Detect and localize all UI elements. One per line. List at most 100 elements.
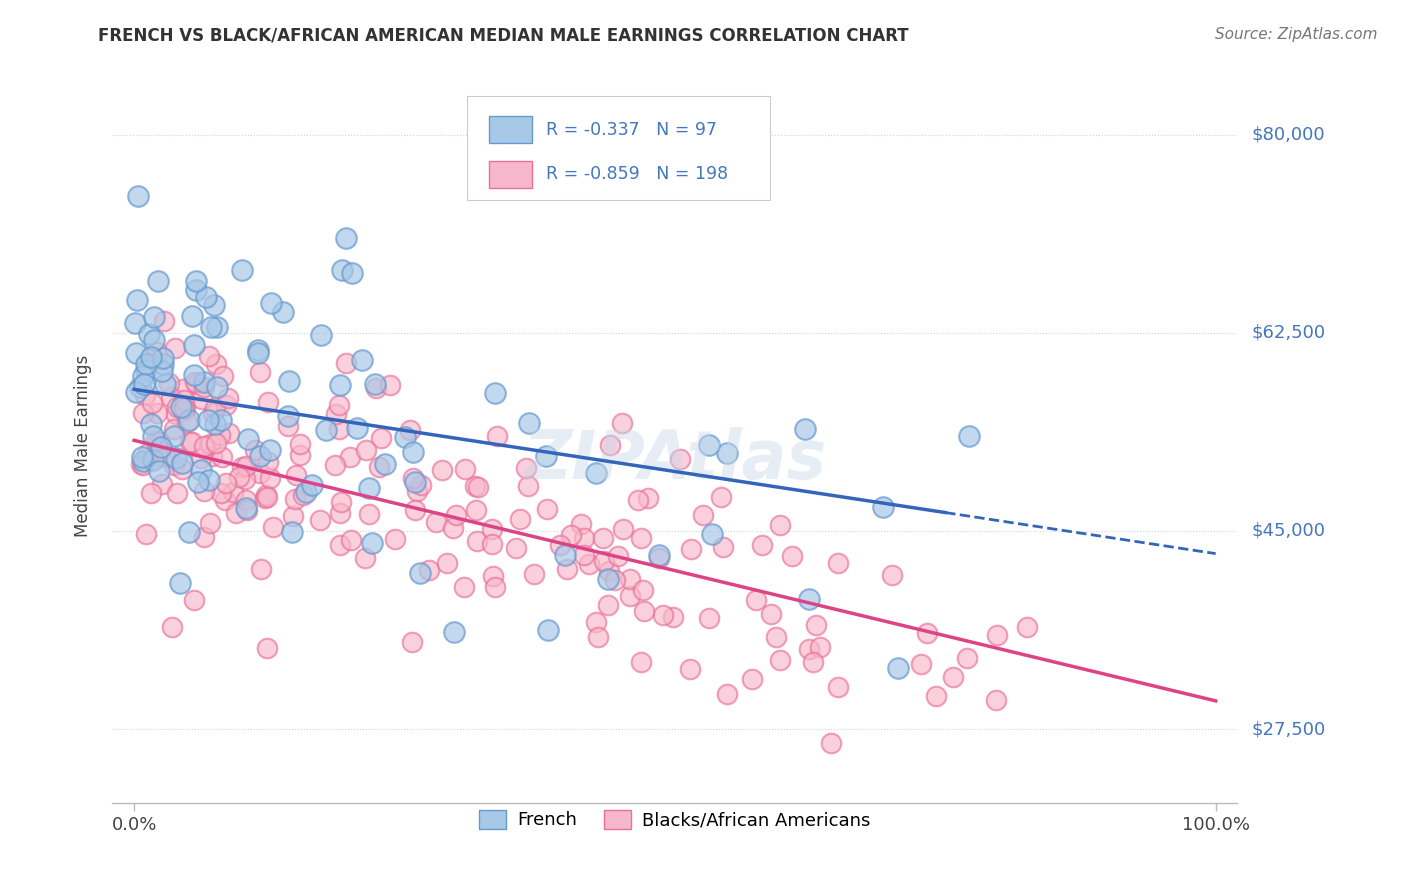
Point <box>142 334 165 348</box>
Point <box>256 395 278 409</box>
Point <box>957 429 980 443</box>
Point <box>173 401 195 415</box>
Point <box>453 580 475 594</box>
Point <box>247 343 270 357</box>
Point <box>797 591 820 606</box>
Point <box>404 503 426 517</box>
Point <box>186 377 208 392</box>
Point <box>259 442 281 457</box>
Point <box>138 326 160 341</box>
Point <box>517 479 540 493</box>
Point <box>283 509 305 524</box>
Point <box>697 611 720 625</box>
Point <box>260 295 283 310</box>
Point <box>418 563 440 577</box>
Text: R = -0.859   N = 198: R = -0.859 N = 198 <box>546 165 728 183</box>
Point <box>592 531 614 545</box>
Point <box>484 581 506 595</box>
Point <box>142 429 165 443</box>
Text: $80,000: $80,000 <box>1251 126 1324 144</box>
Point <box>394 430 416 444</box>
Point <box>572 532 595 546</box>
Point <box>408 566 430 580</box>
Point <box>163 458 186 472</box>
Point <box>637 491 659 505</box>
Point <box>681 542 703 557</box>
Point <box>135 363 157 377</box>
Point <box>208 427 231 442</box>
Point <box>204 357 226 371</box>
Point <box>172 382 194 396</box>
Point <box>190 463 212 477</box>
Point <box>399 423 422 437</box>
Point <box>259 470 281 484</box>
Point <box>135 526 157 541</box>
Text: $62,500: $62,500 <box>1251 324 1326 342</box>
Point <box>793 421 815 435</box>
Point <box>780 549 803 564</box>
Point <box>173 401 195 416</box>
Point <box>554 548 576 562</box>
Point <box>368 459 391 474</box>
Point <box>536 501 558 516</box>
Point <box>193 484 215 499</box>
Point <box>984 693 1007 707</box>
Point <box>669 452 692 467</box>
Point <box>606 549 628 563</box>
Point <box>132 453 155 467</box>
Point <box>135 357 157 371</box>
Point <box>153 314 176 328</box>
Point <box>605 573 627 587</box>
Point <box>700 527 723 541</box>
Point <box>651 607 673 622</box>
Point <box>193 375 215 389</box>
Point <box>170 461 193 475</box>
Point <box>217 392 239 406</box>
Point <box>572 548 595 562</box>
Point <box>630 531 652 545</box>
Point <box>165 341 187 355</box>
Point <box>925 689 948 703</box>
Point <box>187 475 209 490</box>
Point <box>537 624 560 638</box>
Point <box>578 558 600 572</box>
Point <box>353 551 375 566</box>
Point <box>215 398 238 412</box>
Point <box>153 449 176 463</box>
Point <box>887 661 910 675</box>
Point <box>142 310 165 324</box>
Point <box>262 520 284 534</box>
Point <box>956 651 979 665</box>
Point <box>309 328 332 343</box>
Point <box>139 417 162 431</box>
Point <box>160 620 183 634</box>
Point <box>765 630 787 644</box>
Point <box>198 474 221 488</box>
Point <box>872 500 894 515</box>
Point <box>200 319 222 334</box>
Y-axis label: Median Male Earnings: Median Male Earnings <box>73 355 91 537</box>
Point <box>169 576 191 591</box>
Point <box>150 476 173 491</box>
Point <box>214 492 236 507</box>
Point <box>153 377 176 392</box>
Point <box>769 517 792 532</box>
Point <box>150 440 173 454</box>
Point <box>200 516 222 531</box>
Point <box>1015 620 1038 634</box>
Point <box>329 538 352 552</box>
Point <box>328 422 350 436</box>
Point <box>183 593 205 607</box>
Point <box>599 438 621 452</box>
Point <box>235 501 257 516</box>
Point <box>204 298 226 312</box>
Point <box>183 368 205 383</box>
Point <box>436 557 458 571</box>
Point <box>204 417 226 432</box>
Point <box>139 350 162 364</box>
Point <box>132 458 155 472</box>
Point <box>515 460 537 475</box>
Text: $27,500: $27,500 <box>1251 720 1326 739</box>
Point <box>610 416 633 430</box>
Point <box>211 450 233 464</box>
